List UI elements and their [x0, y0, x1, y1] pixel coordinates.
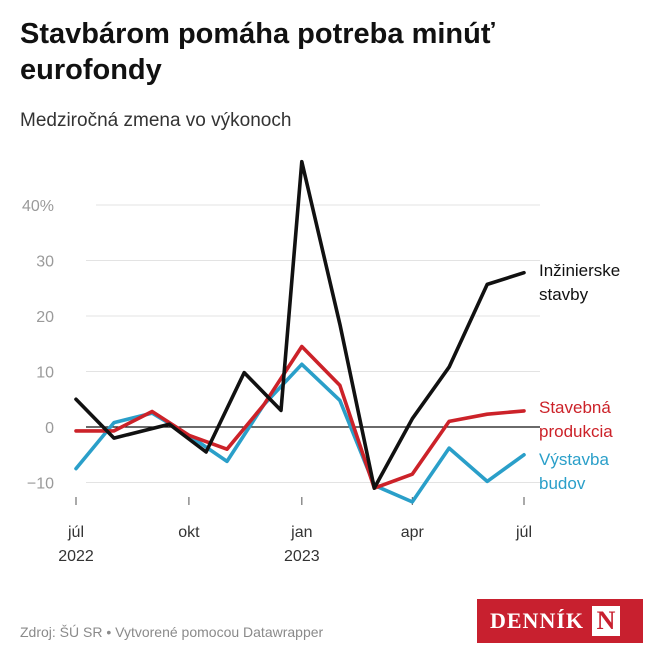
y-tick-label: 20 — [36, 309, 54, 326]
y-tick-label: 0 — [45, 420, 54, 437]
x-tick-year-label: 2022 — [58, 548, 94, 565]
series-label: produkcia — [539, 422, 613, 441]
series-line-v-stavba-budov — [74, 362, 526, 504]
x-tick-label: jan — [290, 524, 312, 541]
series-line-in-inierske-stavby — [74, 159, 526, 490]
x-tick-label: okt — [178, 524, 200, 541]
series-label: Výstavba — [539, 450, 609, 469]
y-tick-label: 10 — [36, 365, 54, 382]
y-tick-label: −10 — [27, 476, 54, 493]
source-note: Zdroj: ŠÚ SR • Vytvorené pomocou Datawra… — [20, 624, 324, 640]
x-tick-label: júl — [67, 524, 84, 541]
chart-subtitle: Medziročná zmena vo výkonoch — [20, 110, 292, 131]
line-chart: 40% 30 20 10 0 −10 júl 2022 okt jan 2023 apr júl Inži… — [22, 159, 620, 565]
chart-title: Stavbárom pomáha potreba minúť eurofondy — [20, 18, 495, 86]
logo-n-icon: N — [592, 606, 621, 636]
logo-text: DENNÍK — [490, 608, 585, 633]
series-label: stavby — [539, 285, 589, 304]
dennik-n-logo[interactable]: DENNÍK N — [477, 599, 643, 643]
series-label: Stavebná — [539, 398, 611, 417]
x-tick-label: apr — [401, 524, 425, 541]
x-tick-year-label: 2023 — [284, 548, 320, 565]
series-line-stavebn-produkcia — [74, 344, 526, 490]
x-tick-label: júl — [515, 524, 532, 541]
y-tick-label: 40% — [22, 198, 54, 215]
series-label: Inžinierske — [539, 261, 620, 280]
y-tick-label: 30 — [36, 254, 54, 271]
series-label: budov — [539, 474, 586, 493]
